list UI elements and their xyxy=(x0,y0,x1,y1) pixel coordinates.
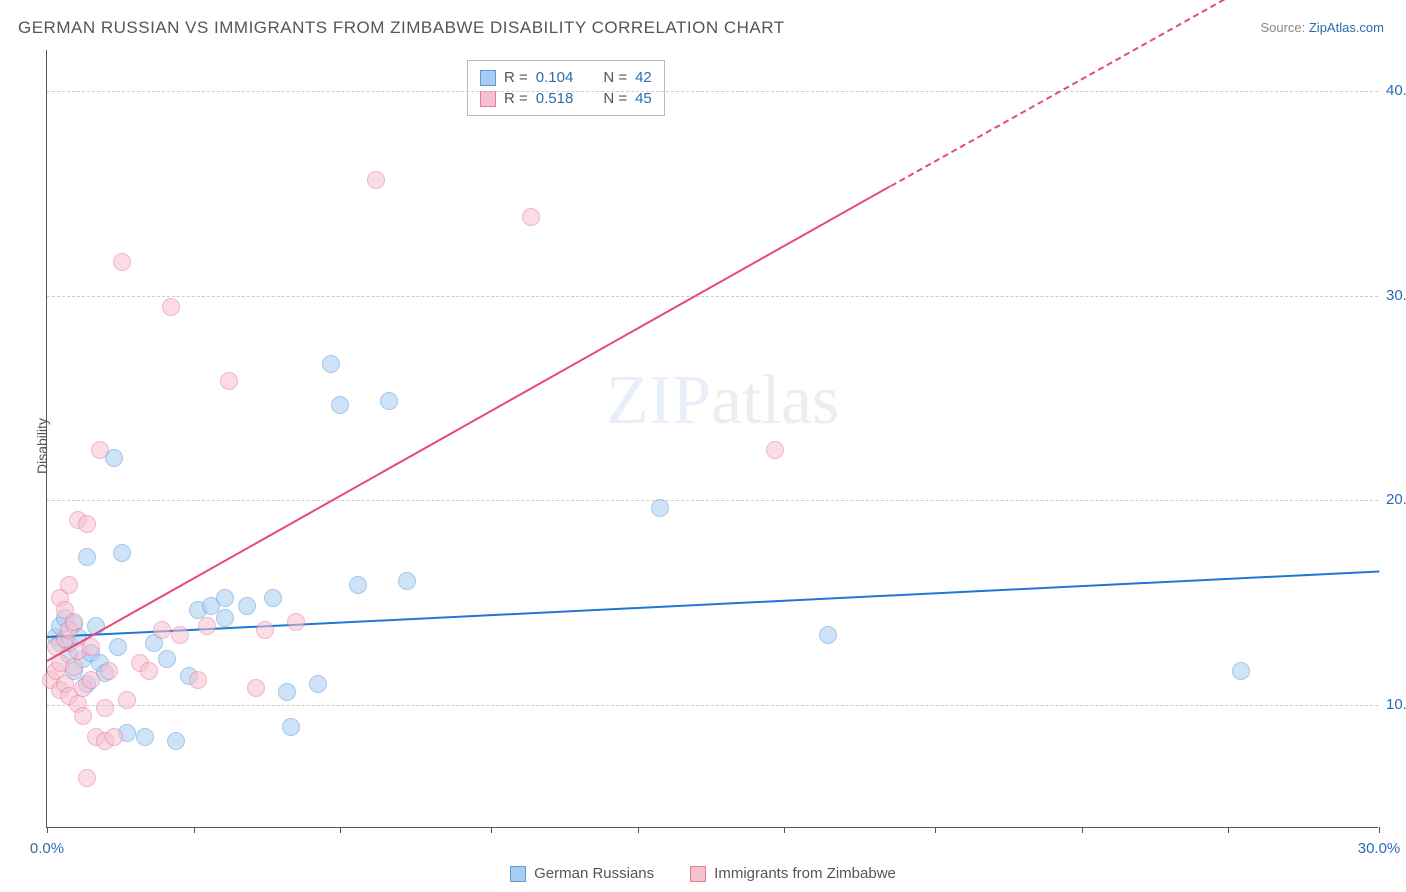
data-point xyxy=(216,609,234,627)
y-tick-label: 40.0% xyxy=(1386,82,1406,99)
data-point xyxy=(278,683,296,701)
legend-n-value-1: 42 xyxy=(635,69,652,86)
source-prefix: Source: xyxy=(1260,20,1308,35)
legend-row-series1: R = 0.104 N = 42 xyxy=(480,67,652,88)
x-tick xyxy=(784,827,785,833)
data-point xyxy=(136,728,154,746)
legend-n-label-1: N = xyxy=(603,69,627,86)
x-tick xyxy=(1379,827,1380,833)
chart-container: GERMAN RUSSIAN VS IMMIGRANTS FROM ZIMBAB… xyxy=(0,0,1406,892)
data-point xyxy=(100,662,118,680)
data-point xyxy=(651,499,669,517)
data-point xyxy=(82,671,100,689)
legend-swatch-series1 xyxy=(480,70,496,86)
data-point xyxy=(309,675,327,693)
gridline xyxy=(47,296,1378,297)
legend-correlation: R = 0.104 N = 42 R = 0.518 N = 45 xyxy=(467,60,665,116)
source-attribution: Source: ZipAtlas.com xyxy=(1260,20,1384,35)
data-point xyxy=(247,679,265,697)
x-tick xyxy=(1228,827,1229,833)
data-point xyxy=(1232,662,1250,680)
source-link[interactable]: ZipAtlas.com xyxy=(1309,20,1384,35)
data-point xyxy=(118,691,136,709)
data-point xyxy=(322,355,340,373)
data-point xyxy=(766,441,784,459)
gridline xyxy=(47,705,1378,706)
data-point xyxy=(113,253,131,271)
data-point xyxy=(349,576,367,594)
data-point xyxy=(522,208,540,226)
data-point xyxy=(198,617,216,635)
data-point xyxy=(398,572,416,590)
data-point xyxy=(113,544,131,562)
data-point xyxy=(216,589,234,607)
x-tick xyxy=(340,827,341,833)
trend-line xyxy=(47,185,892,662)
watermark-part1: ZIP xyxy=(606,362,711,439)
y-tick-label: 20.0% xyxy=(1386,491,1406,508)
data-point xyxy=(158,650,176,668)
gridline xyxy=(47,500,1378,501)
legend-bottom-label-2: Immigrants from Zimbabwe xyxy=(714,865,896,882)
data-point xyxy=(78,515,96,533)
data-point xyxy=(331,396,349,414)
x-tick xyxy=(935,827,936,833)
legend-item-series2: Immigrants from Zimbabwe xyxy=(690,865,896,882)
legend-item-series1: German Russians xyxy=(510,865,654,882)
x-tick-label: 30.0% xyxy=(1358,840,1401,857)
watermark: ZIPatlas xyxy=(606,361,839,441)
data-point xyxy=(91,441,109,459)
y-tick-label: 30.0% xyxy=(1386,287,1406,304)
legend-swatch-series2 xyxy=(480,91,496,107)
data-point xyxy=(78,769,96,787)
y-tick-label: 10.0% xyxy=(1386,696,1406,713)
watermark-part2: atlas xyxy=(711,362,839,439)
data-point xyxy=(367,171,385,189)
data-point xyxy=(189,671,207,689)
trend-line-dashed xyxy=(890,0,1224,187)
data-point xyxy=(74,707,92,725)
data-point xyxy=(153,621,171,639)
legend-bottom-swatch-1 xyxy=(510,866,526,882)
legend-n-label-2: N = xyxy=(603,90,627,107)
data-point xyxy=(140,662,158,680)
x-tick xyxy=(1082,827,1083,833)
plot-area: ZIPatlas R = 0.104 N = 42 R = 0.518 N = … xyxy=(46,50,1378,828)
x-tick xyxy=(638,827,639,833)
data-point xyxy=(171,626,189,644)
chart-title: GERMAN RUSSIAN VS IMMIGRANTS FROM ZIMBAB… xyxy=(18,18,785,38)
data-point xyxy=(287,613,305,631)
legend-r-label-1: R = xyxy=(504,69,528,86)
data-point xyxy=(220,372,238,390)
data-point xyxy=(264,589,282,607)
legend-n-value-2: 45 xyxy=(635,90,652,107)
data-point xyxy=(167,732,185,750)
legend-r-value-1: 0.104 xyxy=(536,69,574,86)
legend-bottom-label-1: German Russians xyxy=(534,865,654,882)
data-point xyxy=(65,613,83,631)
legend-bottom-swatch-2 xyxy=(690,866,706,882)
data-point xyxy=(96,699,114,717)
x-tick xyxy=(47,827,48,833)
data-point xyxy=(65,658,83,676)
legend-r-label-2: R = xyxy=(504,90,528,107)
data-point xyxy=(162,298,180,316)
data-point xyxy=(109,638,127,656)
data-point xyxy=(238,597,256,615)
data-point xyxy=(380,392,398,410)
x-tick xyxy=(491,827,492,833)
x-tick-label: 0.0% xyxy=(30,840,64,857)
data-point xyxy=(60,576,78,594)
data-point xyxy=(105,728,123,746)
data-point xyxy=(256,621,274,639)
x-tick xyxy=(194,827,195,833)
legend-r-value-2: 0.518 xyxy=(536,90,574,107)
data-point xyxy=(282,718,300,736)
gridline xyxy=(47,91,1378,92)
legend-series: German Russians Immigrants from Zimbabwe xyxy=(0,865,1406,882)
data-point xyxy=(78,548,96,566)
data-point xyxy=(819,626,837,644)
